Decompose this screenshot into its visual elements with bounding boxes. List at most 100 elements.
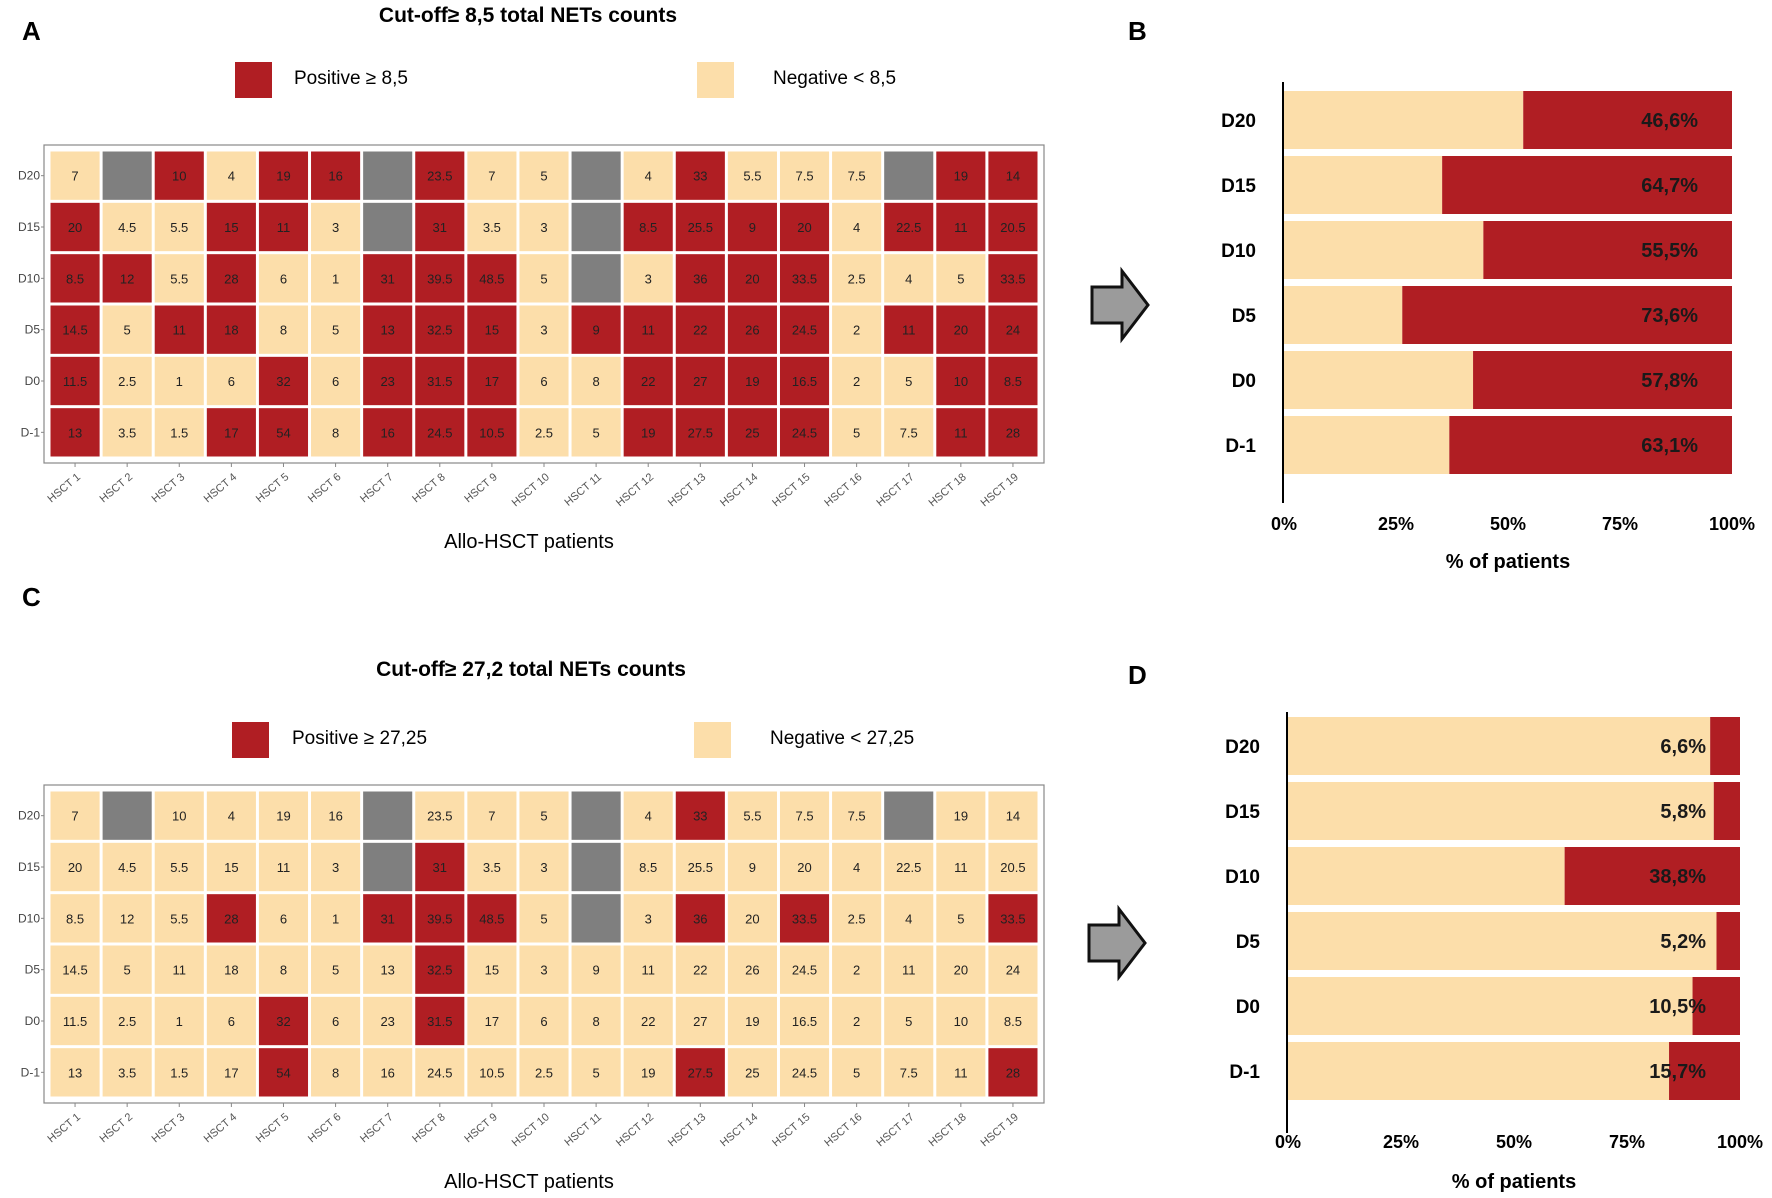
heatmap-cell-value: 54 [276, 1065, 290, 1080]
legend-label: Positive ≥ 27,25 [292, 728, 427, 749]
heatmap-cell-value: 11 [954, 425, 968, 440]
bar-segment-negative [1284, 351, 1474, 409]
heatmap-cell-value: 10.5 [479, 1065, 504, 1080]
heatmap-cell [50, 408, 100, 457]
heatmap-cell [936, 791, 986, 840]
bar-segment-negative [1288, 782, 1714, 840]
heatmap-cell-value: 24.5 [792, 1065, 817, 1080]
heatmap-cell [102, 894, 152, 943]
heatmap-column-label: HSCT 14 [718, 471, 760, 509]
heatmap-cell [415, 254, 465, 303]
heatmap-cell-value: 5 [853, 425, 860, 440]
heatmap-cell-value: 8 [332, 1065, 339, 1080]
heatmap-cell-value: 16.5 [792, 374, 817, 389]
bar-value-label: 10,5% [1649, 996, 1706, 1018]
heatmap-cell [936, 894, 986, 943]
heatmap-cell-value: 31 [380, 271, 394, 286]
heatmap-cell [258, 356, 309, 406]
heatmap-cell [779, 1048, 830, 1097]
bar-x-tick-label: 0% [1275, 1132, 1301, 1152]
heatmap-cell [675, 356, 725, 406]
heatmap-cell [675, 842, 725, 892]
heatmap-cell [50, 151, 100, 200]
heatmap-column-label: HSCT 18 [927, 471, 969, 509]
heatmap-cell-value: 20.5 [1000, 860, 1025, 875]
heatmap-cell-value: 6 [228, 374, 235, 389]
heatmap-cell [519, 894, 569, 943]
heatmap-column-label: HSCT 9 [462, 471, 500, 505]
heatmap-column-label: HSCT 9 [462, 1111, 500, 1145]
heatmap-cell-value: 15 [224, 860, 238, 875]
heatmap-cell [779, 254, 830, 303]
heatmap-row-label: D5 [25, 323, 41, 337]
heatmap-cell-value: 7.5 [795, 169, 813, 184]
heatmap-cell [154, 1048, 204, 1097]
heatmap-cell-value: 8 [592, 1014, 599, 1029]
heatmap-cell-value: 11 [277, 860, 291, 875]
bar-value-label: 46,6% [1641, 110, 1698, 132]
heatmap-cell [258, 894, 309, 943]
heatmap-cell [363, 894, 413, 943]
heatmap-column-label: HSCT 5 [254, 1111, 292, 1145]
heatmap-cell-value: 13 [380, 963, 394, 978]
heatmap-cell-value: 5 [540, 809, 547, 824]
heatmap-cell [50, 202, 100, 252]
heatmap-cell-value: 4 [228, 169, 235, 184]
heatmap-cell-value: 5.5 [743, 169, 761, 184]
heatmap-cell-value: 6 [280, 271, 287, 286]
heatmap-cell [832, 791, 882, 840]
panel-letter-b: B [1128, 16, 1147, 46]
bar-segment-positive [1710, 717, 1740, 775]
heatmap-cell-value: 2 [853, 323, 860, 338]
heatmap-cell-value: 20 [68, 860, 82, 875]
heatmap-cell [936, 945, 986, 994]
heatmap-cell-value: 4 [853, 220, 860, 235]
heatmap-cell [467, 305, 517, 354]
panel-letter-d: D [1128, 660, 1147, 690]
heatmap-cell-value: 19 [954, 809, 968, 824]
bar-segment-positive [1523, 91, 1732, 149]
bar-segment-positive [1483, 221, 1732, 279]
heatmap-cell-value: 31 [433, 220, 447, 235]
heatmap-column-label: HSCT 8 [410, 1111, 448, 1145]
heatmap-cell-value: 5 [905, 374, 912, 389]
heatmap-cell-value: 20 [68, 220, 82, 235]
heatmap-cell-value: 5 [540, 271, 547, 286]
heatmap-cell [779, 842, 830, 892]
heatmap-cell [988, 996, 1038, 1046]
bar-value-label: 64,7% [1641, 175, 1698, 197]
heatmap-cell [415, 996, 465, 1046]
heatmap-cell [258, 996, 309, 1046]
heatmap-row-label: D0 [25, 1014, 41, 1028]
heatmap-column-label: HSCT 10 [510, 1111, 552, 1149]
legend-swatch [235, 62, 272, 98]
heatmap-cell-value: 15 [485, 963, 499, 978]
arrow-right-icon [1087, 904, 1147, 982]
bar-segment-negative [1288, 847, 1565, 905]
heatmap-cell-value: 31 [433, 860, 447, 875]
heatmap-cell-value: 5 [592, 1065, 599, 1080]
heatmap-cell [258, 305, 309, 354]
heatmap-cell [154, 202, 204, 252]
heatmap-column-label: HSCT 3 [150, 1111, 188, 1145]
heatmap-cell [623, 408, 673, 457]
heatmap-cell-value: 4.5 [118, 220, 136, 235]
heatmap-column-label: HSCT 11 [562, 1111, 604, 1149]
heatmap-cell [571, 842, 621, 892]
heatmap-cell [467, 791, 517, 840]
heatmap-cell [467, 842, 517, 892]
heatmap-cell [623, 894, 673, 943]
bar-category-label: D0 [1232, 371, 1256, 392]
heatmap-cell-value: 7.5 [900, 1065, 918, 1080]
heatmap-cell [936, 202, 986, 252]
legend-label: Negative < 27,25 [770, 728, 914, 749]
heatmap-cell [675, 305, 725, 354]
heatmap-cell-value: 24.5 [427, 425, 452, 440]
heatmap-cell-value: 7.5 [900, 425, 918, 440]
heatmap-cell-value: 6 [332, 1014, 339, 1029]
heatmap-cell [727, 408, 777, 457]
heatmap-cell-value: 1 [332, 911, 339, 926]
heatmap-row-label: D10 [18, 911, 40, 925]
heatmap-cell [311, 894, 361, 943]
